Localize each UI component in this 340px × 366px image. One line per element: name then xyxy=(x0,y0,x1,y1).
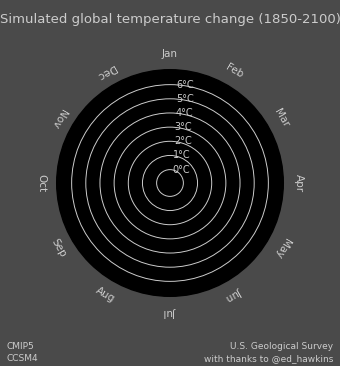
Text: 0°C: 0°C xyxy=(172,165,190,175)
Text: Dec: Dec xyxy=(94,62,117,81)
Text: Mar: Mar xyxy=(273,108,291,130)
Text: 5°C: 5°C xyxy=(176,94,194,104)
Text: with thanks to @ed_hawkins: with thanks to @ed_hawkins xyxy=(204,354,333,363)
Text: Feb: Feb xyxy=(224,62,245,80)
Text: Jul: Jul xyxy=(164,307,176,317)
Text: 1°C: 1°C xyxy=(173,150,191,161)
Text: Aug: Aug xyxy=(94,285,117,304)
Text: Jan: Jan xyxy=(162,49,178,59)
Text: May: May xyxy=(272,236,291,259)
Text: CCSM4: CCSM4 xyxy=(7,354,38,363)
Text: Nov: Nov xyxy=(49,107,68,130)
Text: CMIP5: CMIP5 xyxy=(7,342,35,351)
Circle shape xyxy=(57,70,283,296)
Text: Jun: Jun xyxy=(225,286,244,303)
Text: 2°C: 2°C xyxy=(174,137,191,146)
Text: Oct: Oct xyxy=(36,174,46,192)
Text: U.S. Geological Survey: U.S. Geological Survey xyxy=(230,342,333,351)
Text: Apr: Apr xyxy=(294,174,304,192)
Text: 4°C: 4°C xyxy=(175,108,193,118)
Text: Simulated global temperature change (1850-2100): Simulated global temperature change (185… xyxy=(0,13,340,26)
Text: 6°C: 6°C xyxy=(177,80,194,90)
Text: 3°C: 3°C xyxy=(174,122,192,132)
Text: Sep: Sep xyxy=(49,236,67,258)
